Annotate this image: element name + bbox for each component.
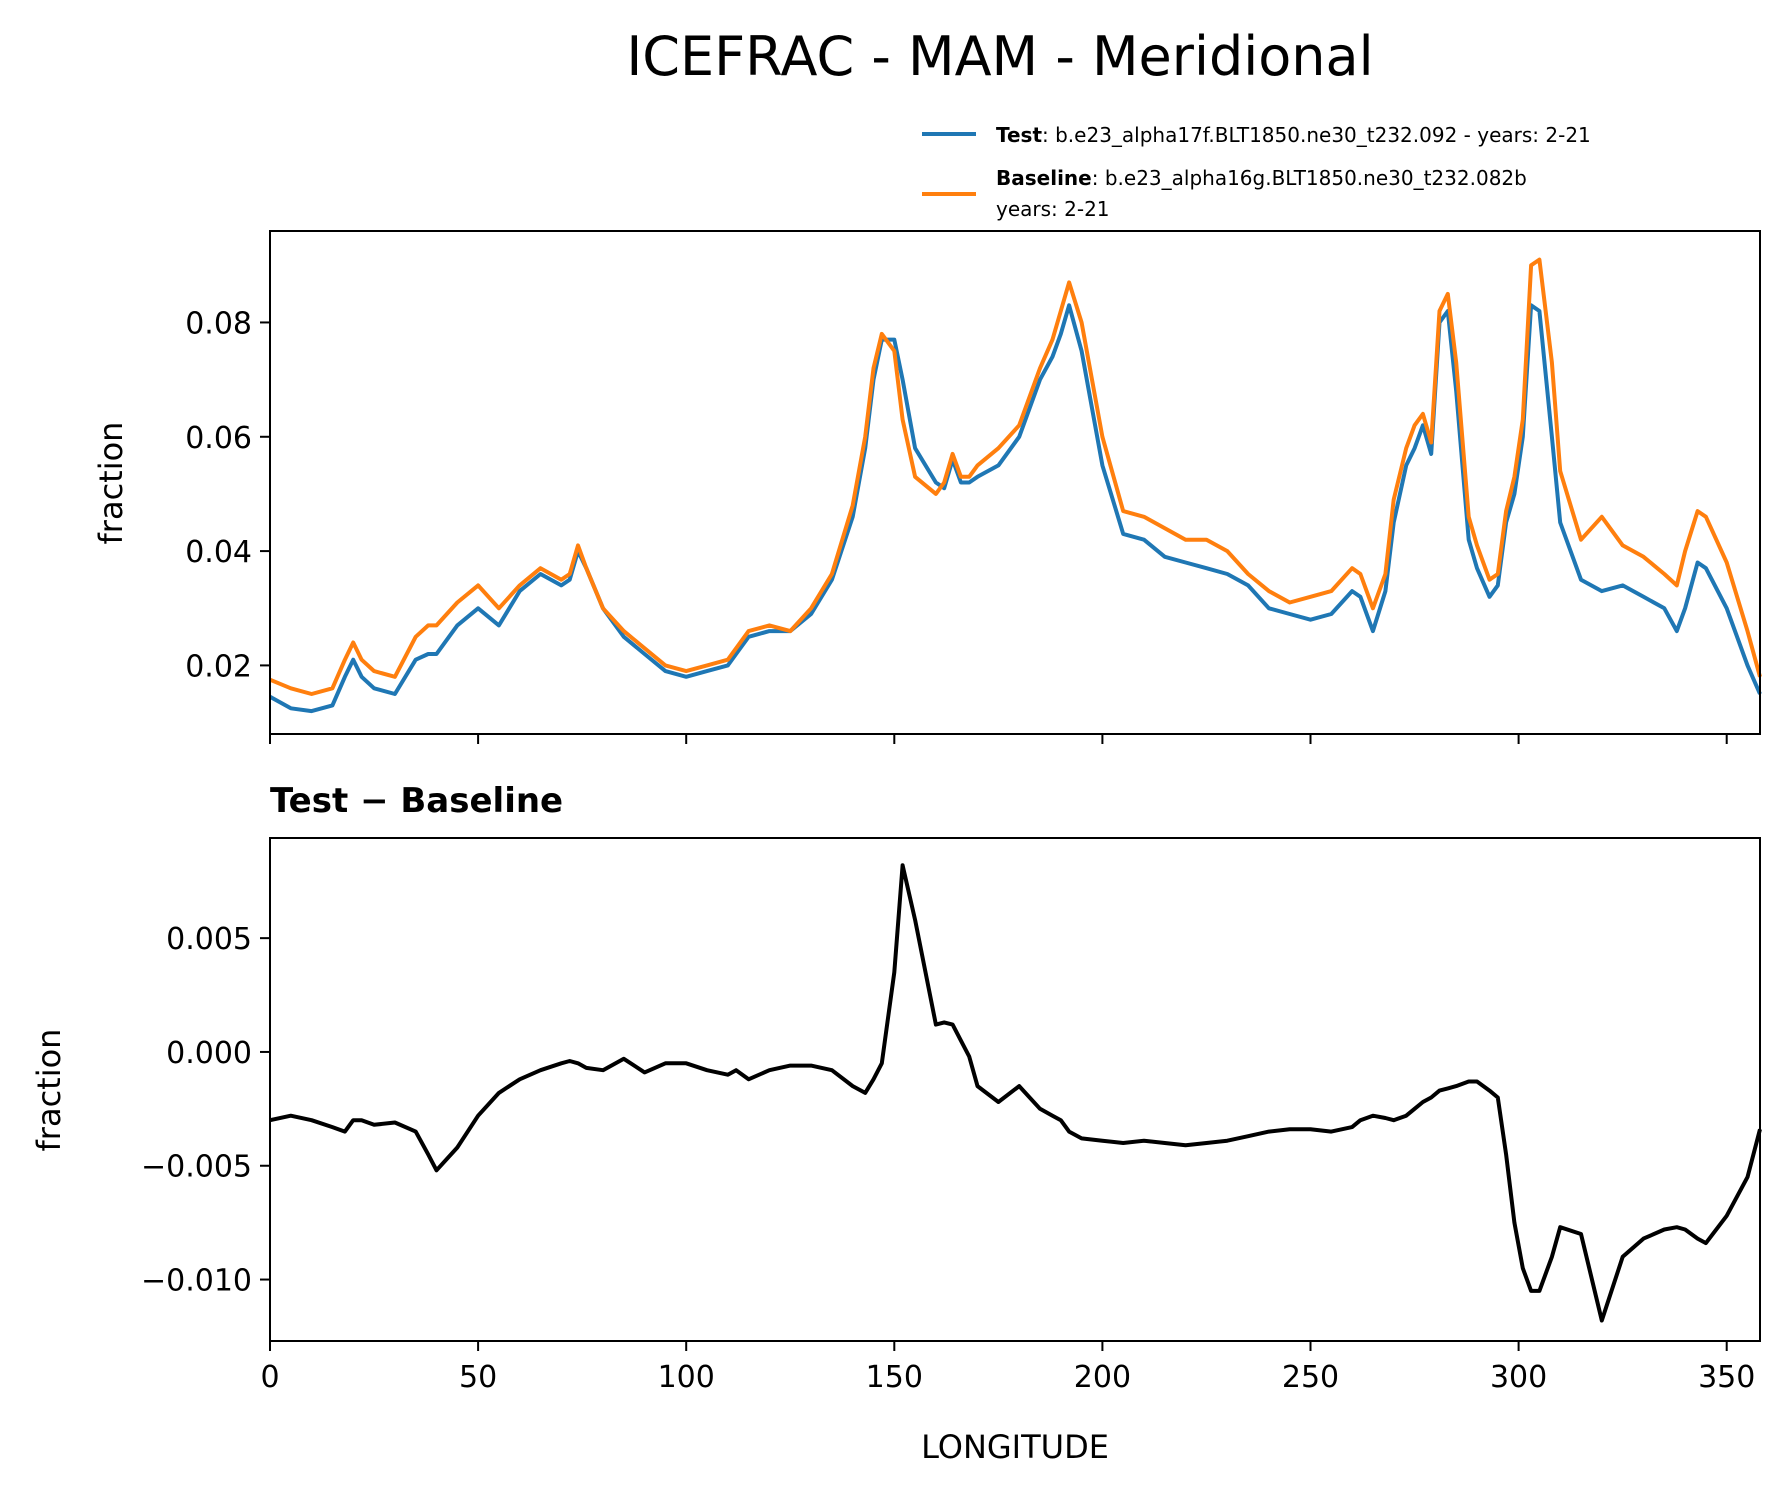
top-yticks: 0.02 0.04 0.06 0.08 (185, 306, 270, 684)
bottom-xtick-label: 250 (1282, 1360, 1339, 1395)
difference-series-line (269, 863, 1762, 1323)
legend-test-label: Test: b.e23_alpha17f.BLT1850.ne30_t232.0… (996, 123, 1591, 147)
legend-baseline-years: years: 2-21 (996, 197, 1110, 221)
top-ytick-label: 0.04 (185, 535, 252, 570)
bottom-series-group (269, 863, 1762, 1323)
top-series-group (269, 257, 1762, 714)
bottom-ytick-label: 0.000 (166, 1036, 252, 1071)
legend: Test: b.e23_alpha17f.BLT1850.ne30_t232.0… (922, 123, 1591, 221)
top-panel: 0.02 0.04 0.06 0.08 fraction (92, 230, 1762, 744)
legend-baseline-label: Baseline: b.e23_alpha16g.BLT1850.ne30_t2… (996, 166, 1527, 190)
bottom-xtick-label: 100 (658, 1360, 715, 1395)
bottom-yticks: 0.005 0.000 −0.005 −0.010 (141, 922, 270, 1299)
bottom-xtick-label: 50 (459, 1360, 497, 1395)
bottom-y-axis-label: fraction (30, 1029, 68, 1152)
x-axis-label: LONGITUDE (921, 1428, 1109, 1466)
top-xticks (269, 734, 1728, 744)
top-ytick-label: 0.02 (185, 649, 252, 684)
bottom-plot-frame (269, 837, 1761, 1342)
bottom-xtick-label: 350 (1698, 1360, 1755, 1395)
bottom-ytick-label: −0.005 (141, 1150, 252, 1185)
legend-baseline-text: : b.e23_alpha16g.BLT1850.ne30_t232.082b (1092, 166, 1527, 190)
legend-test-bold: Test (996, 123, 1042, 147)
bottom-xtick-label: 0 (260, 1360, 279, 1395)
top-ytick-label: 0.08 (185, 306, 252, 341)
legend-baseline-bold: Baseline (996, 166, 1092, 190)
top-plot-frame (269, 230, 1761, 735)
bottom-xticks: 0 50 100 150 200 250 300 350 (260, 1341, 1755, 1395)
bottom-xtick-label: 150 (866, 1360, 923, 1395)
bottom-panel: Test − Baseline 0.005 0.000 −0.005 −0.010 0… (30, 781, 1762, 1466)
bottom-xtick-label: 200 (1074, 1360, 1131, 1395)
test-series-line (269, 303, 1762, 714)
chart-title: ICEFRAC - MAM - Meridional (626, 25, 1373, 88)
baseline-series-line (269, 257, 1762, 696)
difference-subtitle: Test − Baseline (270, 781, 563, 821)
top-ytick-label: 0.06 (185, 421, 252, 456)
bottom-ytick-label: −0.010 (141, 1264, 252, 1299)
bottom-ytick-label: 0.005 (166, 922, 252, 957)
legend-test-text: : b.e23_alpha17f.BLT1850.ne30_t232.092 -… (1042, 123, 1591, 147)
top-y-axis-label: fraction (92, 422, 130, 545)
bottom-xtick-label: 300 (1490, 1360, 1547, 1395)
